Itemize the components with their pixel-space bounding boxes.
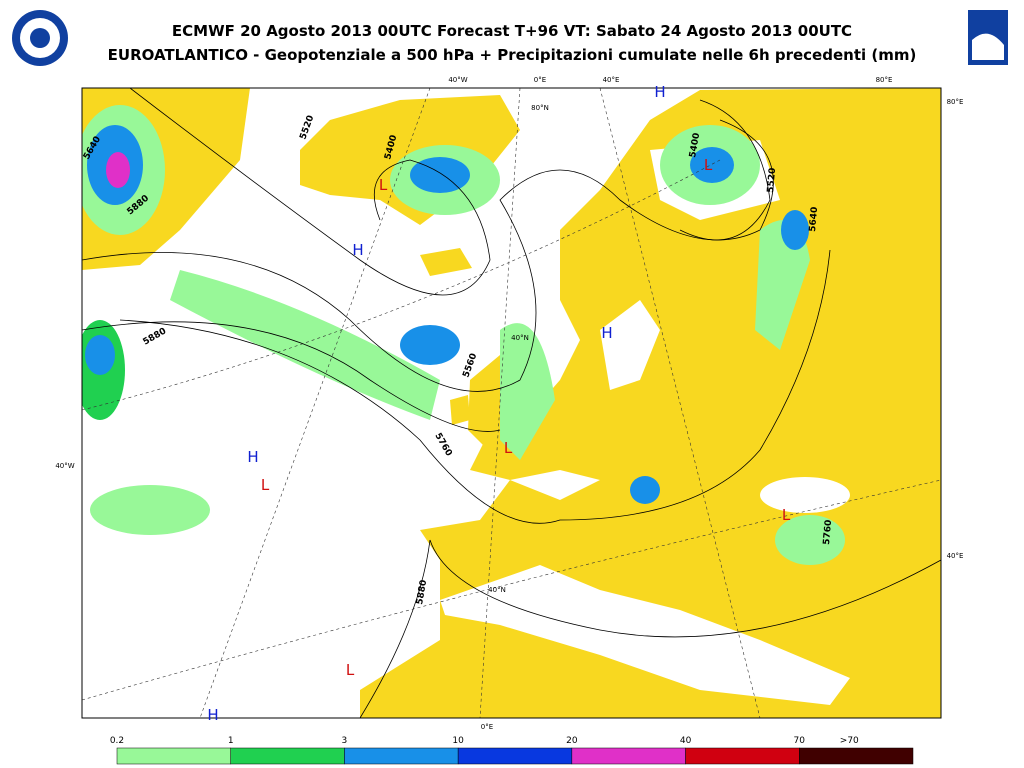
legend-label: 0.2: [110, 736, 124, 746]
legend-label: 10: [452, 736, 464, 746]
pressure-center: H: [654, 83, 665, 101]
pressure-center: H: [352, 241, 363, 259]
legend-swatch: [457, 747, 573, 765]
subtitle: EUROATLANTICO - Geopotenziale a 500 hPa …: [108, 46, 917, 64]
contour-label: 5640: [808, 206, 820, 232]
pressure-center: H: [247, 448, 258, 466]
contours: [82, 88, 941, 718]
legend-label: >70: [840, 736, 859, 746]
pressure-center: H: [207, 706, 218, 724]
grid-label: 40°N: [488, 586, 506, 594]
grid-label: 40°W: [448, 76, 467, 84]
pressure-center: L: [261, 476, 270, 494]
grid-label: 0°E: [481, 723, 493, 731]
pressure-center: L: [782, 506, 791, 524]
legend-label: 40: [680, 736, 692, 746]
legend-swatch: [571, 747, 686, 765]
legend-swatch: [116, 747, 231, 765]
contour-label: 5520: [766, 167, 778, 193]
contour-label: 5880: [415, 579, 429, 605]
pressure-center: L: [504, 439, 513, 457]
grid-label: 80°E: [947, 98, 964, 106]
grid-label: 0°E: [534, 76, 546, 84]
legend-swatch: [685, 747, 800, 765]
legend-label: 20: [566, 736, 578, 746]
map-area: [82, 88, 941, 718]
precipitation: [82, 105, 845, 565]
contour-label: 5400: [688, 132, 702, 158]
contour-label: 5760: [822, 519, 834, 545]
title: ECMWF 20 Agosto 2013 00UTC Forecast T+96…: [172, 22, 852, 40]
grid-label: 40°E: [947, 552, 964, 560]
map-frame: [81, 87, 942, 719]
grid-label: 40°N: [511, 334, 529, 342]
legend-label: 70: [794, 736, 806, 746]
grid-label: 40°E: [603, 76, 620, 84]
pressure-center: H: [601, 324, 612, 342]
legend-label: 1: [228, 736, 234, 746]
legend-swatch: [230, 747, 345, 765]
pressure-center: L: [704, 156, 713, 174]
legend-label: 3: [342, 736, 348, 746]
pressure-center: L: [346, 661, 355, 679]
legend-swatch: [344, 747, 459, 765]
pressure-center: L: [379, 176, 388, 194]
logo-right: [968, 10, 1008, 65]
logo-left: [12, 10, 68, 66]
grid-label: 80°N: [531, 104, 549, 112]
grid-label: 80°E: [876, 76, 893, 84]
legend-swatch: [799, 747, 914, 765]
grid-label: 40°W: [55, 462, 74, 470]
